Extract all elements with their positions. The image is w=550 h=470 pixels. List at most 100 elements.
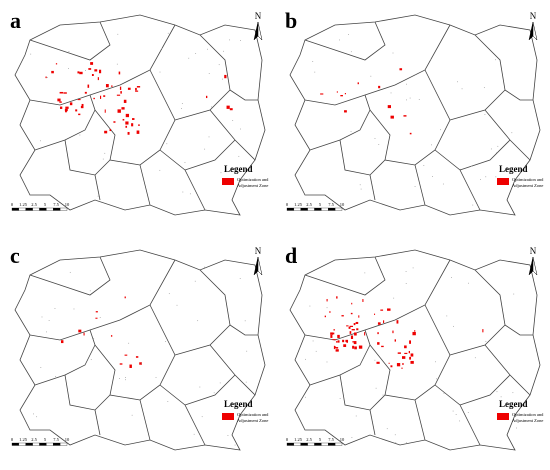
speck: [36, 416, 38, 418]
speck: [229, 39, 231, 41]
speck: [159, 169, 161, 171]
north-label: N: [255, 246, 262, 256]
zone-patch: [139, 362, 142, 365]
scale-label: 5: [44, 202, 47, 207]
zone-patch: [346, 325, 349, 327]
legend-label: Optimization and: [512, 177, 544, 182]
speck: [159, 71, 161, 73]
speck: [309, 305, 311, 307]
zone-patch: [105, 84, 109, 88]
legend-swatch: [222, 413, 234, 420]
speck: [442, 183, 444, 185]
zone-patch: [135, 356, 139, 358]
speck: [350, 131, 352, 133]
speck: [485, 340, 487, 342]
zone-patch: [412, 331, 416, 336]
speck: [350, 51, 352, 53]
speck: [378, 144, 380, 145]
zone-patch: [351, 329, 355, 331]
speck: [485, 176, 487, 178]
zone-patch: [390, 115, 394, 119]
speck: [204, 148, 206, 150]
zone-patch: [98, 69, 102, 74]
speck: [374, 138, 376, 139]
zone-patch: [341, 315, 344, 317]
speck: [455, 414, 457, 415]
scale-segment: [334, 442, 343, 446]
speck: [208, 73, 210, 74]
speck: [497, 145, 499, 147]
speck: [457, 81, 458, 83]
speck: [480, 179, 481, 180]
zone-patch: [403, 115, 407, 117]
zone-patch: [110, 335, 113, 337]
speck: [312, 340, 314, 342]
zone-patch: [77, 71, 80, 74]
zone-patch: [353, 323, 356, 326]
scale-segment: [32, 442, 40, 446]
speck: [459, 420, 461, 422]
zone-patch: [355, 321, 359, 324]
scale-label: 10: [65, 202, 70, 207]
legend-label: Optimization and: [512, 412, 544, 417]
speck: [326, 361, 328, 363]
zone-patch: [401, 367, 403, 369]
zone-patch: [364, 332, 366, 336]
speck: [472, 204, 474, 206]
zone-patch: [380, 309, 384, 311]
speck: [184, 162, 186, 163]
speck: [246, 350, 248, 352]
zone-patch: [59, 101, 62, 103]
speck: [125, 379, 126, 381]
zone-patch: [356, 328, 359, 331]
speck: [218, 64, 220, 66]
scale-segment: [314, 442, 322, 446]
speck: [370, 75, 372, 77]
speck: [414, 186, 416, 187]
zone-patch: [340, 95, 343, 97]
speck: [222, 78, 224, 80]
scale-segment: [25, 207, 33, 211]
speck: [245, 381, 247, 383]
speck: [432, 176, 433, 177]
speck: [128, 342, 130, 344]
zone-patch: [135, 87, 137, 91]
speck: [516, 427, 517, 429]
speck: [495, 176, 497, 178]
zone-patch: [362, 299, 364, 302]
speck: [446, 315, 448, 317]
zone-patch: [394, 339, 397, 342]
north-arrow-half: [532, 256, 538, 276]
zone-patch: [132, 118, 135, 120]
zone-patch: [390, 365, 393, 368]
zone-patch: [80, 105, 84, 109]
zone-patch: [124, 296, 126, 299]
zone-patch: [60, 340, 64, 344]
zone-patch: [88, 68, 92, 70]
zone-patch: [409, 356, 412, 360]
legend-label: Adjustment Zone: [237, 183, 268, 188]
zone-patch: [352, 341, 354, 343]
zone-patch: [348, 326, 351, 329]
zone-patch: [336, 340, 338, 343]
zone-patch: [75, 109, 78, 112]
north-arrow-half: [257, 21, 263, 41]
zone-patch: [350, 312, 353, 315]
speck: [452, 410, 454, 412]
scale-segment: [11, 442, 20, 446]
speck: [382, 394, 384, 396]
speck: [161, 48, 163, 49]
scale-segment: [293, 442, 301, 446]
speck: [167, 401, 169, 402]
zone-patch: [344, 110, 347, 113]
zone-patch: [324, 315, 326, 318]
speck: [436, 378, 437, 380]
zone-patch: [69, 102, 73, 106]
scale-label: 1.25: [294, 202, 303, 207]
scale-segment: [307, 442, 315, 446]
legend-label: Optimization and: [237, 412, 269, 417]
speck: [405, 271, 407, 272]
panel-label: c: [10, 243, 20, 268]
speck: [409, 97, 411, 99]
speck: [197, 320, 199, 322]
